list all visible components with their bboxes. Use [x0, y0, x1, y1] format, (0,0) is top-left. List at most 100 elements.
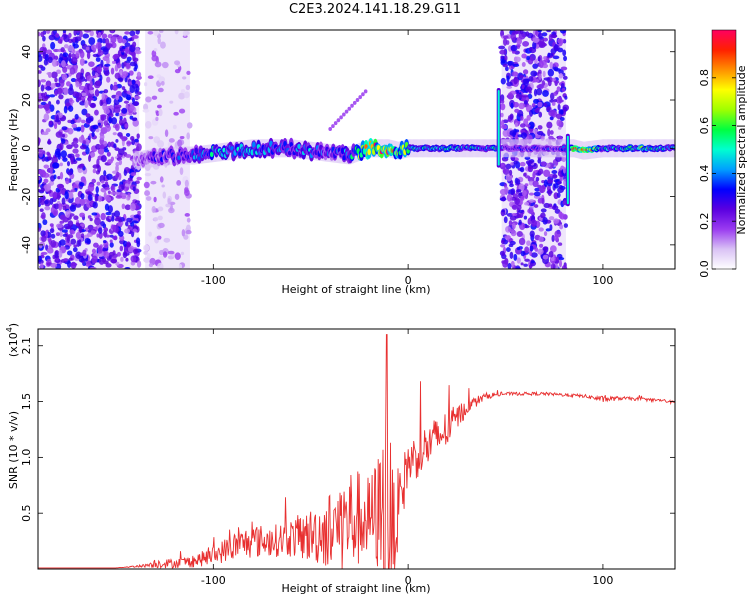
noise-speck — [119, 118, 124, 126]
noise-speck — [71, 123, 78, 129]
noise-speck — [122, 251, 128, 259]
noise-speck — [102, 230, 108, 237]
noise-speck — [83, 198, 88, 203]
signal-core — [194, 147, 198, 154]
noise-speck — [562, 104, 570, 112]
noise-speck — [100, 212, 106, 221]
noise-speck — [151, 54, 158, 62]
noise-speck — [145, 120, 152, 129]
noise-speck — [505, 163, 512, 169]
noise-speck — [101, 33, 108, 39]
noise-speck — [132, 41, 137, 48]
noise-speck — [94, 109, 99, 116]
snr-y-label: SNR (10 * v/v) — [7, 411, 20, 489]
noise-speck — [174, 252, 181, 260]
noise-speck — [506, 193, 513, 202]
noise-speck — [133, 67, 137, 72]
noise-speck — [49, 167, 53, 175]
noise-speck — [534, 107, 540, 113]
colorbar-ticks: 0.0 0.2 0.4 0.6 0.8 — [698, 69, 736, 278]
noise-speck — [87, 135, 91, 141]
noise-speck — [515, 93, 523, 99]
noise-speck — [98, 31, 102, 38]
noise-speck — [101, 92, 106, 100]
noise-speck — [70, 156, 74, 165]
noise-speck — [160, 41, 166, 49]
noise-speck — [89, 30, 94, 37]
noise-speck — [114, 72, 121, 80]
noise-speck — [564, 95, 568, 100]
noise-speck — [551, 101, 556, 106]
noise-speck — [558, 73, 564, 79]
noise-speck — [125, 221, 129, 227]
noise-speck — [80, 193, 85, 200]
noise-speck — [75, 157, 82, 161]
noise-speck — [537, 101, 543, 108]
noise-speck — [111, 212, 116, 217]
noise-speck — [118, 218, 123, 223]
noise-speck — [115, 195, 123, 199]
noise-speck — [68, 192, 74, 199]
noise-speck — [63, 44, 69, 49]
noise-speck — [42, 219, 48, 226]
noise-speck — [561, 87, 566, 92]
noise-speck — [112, 84, 118, 91]
noise-speck — [75, 231, 81, 239]
noise-speck — [184, 179, 189, 188]
noise-speck — [81, 92, 87, 97]
noise-speck — [104, 63, 111, 67]
noise-speck — [145, 196, 152, 201]
noise-speck — [164, 129, 169, 137]
spectrogram-y-axis: -40 -20 0 20 40 — [20, 45, 675, 254]
noise-speck — [110, 30, 115, 33]
noise-speck — [533, 204, 539, 208]
noise-speck — [80, 233, 85, 239]
noise-speck — [132, 51, 136, 59]
noise-speck — [81, 119, 86, 124]
noise-speck — [55, 232, 61, 237]
noise-speck — [115, 161, 120, 167]
noise-speck — [45, 128, 51, 133]
noise-speck — [529, 245, 534, 252]
noise-speck — [500, 103, 506, 111]
noise-speck — [61, 138, 66, 144]
noise-speck — [137, 210, 141, 215]
spectrogram-panel: -100 0 100 -40 -20 0 20 40 Height of straight … — [7, 29, 676, 296]
noise-speck — [174, 193, 180, 200]
signal-diagonal — [361, 92, 365, 97]
noise-speck — [117, 77, 123, 82]
noise-speck — [500, 55, 504, 60]
noise-speck — [155, 116, 159, 122]
noise-speck — [58, 249, 63, 258]
noise-speck — [531, 103, 536, 108]
noise-speck — [65, 177, 70, 185]
snr-background — [38, 329, 675, 569]
spectrogram-x-tick-label: 0 — [405, 274, 412, 287]
noise-speck — [532, 37, 540, 44]
noise-speck — [82, 249, 87, 257]
noise-speck — [500, 239, 505, 245]
noise-speck — [38, 70, 42, 74]
noise-speck — [519, 166, 525, 173]
noise-speck — [40, 92, 46, 97]
noise-speck — [95, 80, 101, 86]
noise-speck — [115, 94, 120, 101]
noise-speck — [77, 97, 82, 101]
noise-speck — [63, 257, 69, 262]
noise-speck — [550, 34, 558, 38]
noise-speck — [38, 31, 41, 37]
noise-speck — [176, 179, 182, 186]
noise-speck — [182, 76, 187, 80]
noise-speck — [50, 240, 57, 248]
noise-speck — [552, 62, 559, 69]
noise-speck — [46, 151, 50, 156]
noise-speck — [553, 80, 560, 84]
noise-speck — [534, 79, 540, 83]
noise-speck — [69, 205, 76, 210]
noise-speck — [538, 236, 544, 243]
noise-speck — [134, 95, 141, 100]
signal-core — [238, 151, 242, 157]
noise-speck — [552, 174, 558, 179]
noise-speck — [82, 33, 90, 39]
noise-speck — [121, 86, 126, 91]
